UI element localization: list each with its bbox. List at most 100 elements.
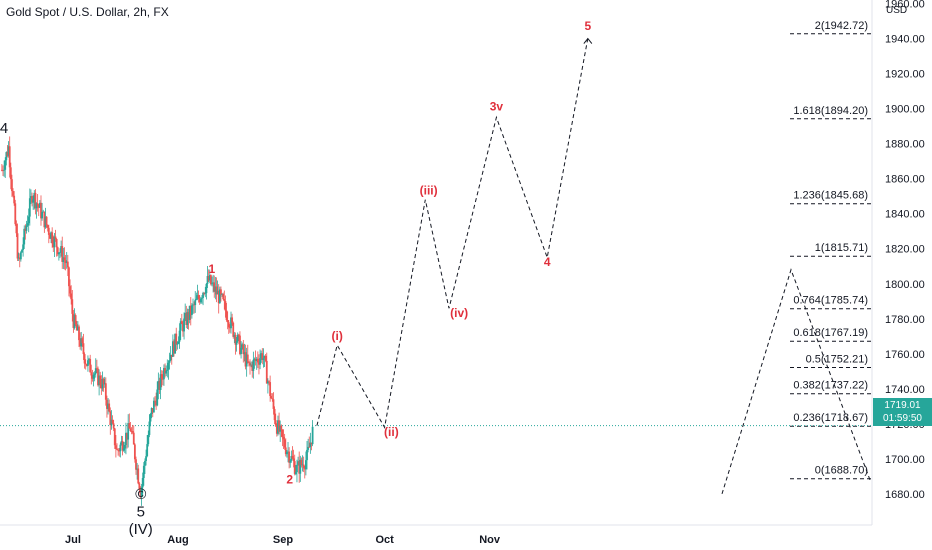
candle-body (182, 323, 184, 332)
candle-body (15, 224, 18, 234)
candle-body (237, 334, 240, 336)
candle-body (224, 301, 227, 311)
candle-body (32, 199, 35, 203)
candle-body (304, 460, 307, 470)
candle-body (176, 343, 179, 345)
candle-body (192, 304, 194, 306)
candle-body (116, 448, 118, 450)
fib-level-label: 0.236(1718.67) (793, 412, 868, 424)
wave-label: 4 (0, 120, 8, 137)
candle-body (186, 312, 189, 325)
candle-body (13, 195, 16, 204)
projection-arrowhead (583, 37, 593, 44)
candle-body (213, 282, 216, 292)
wave-label: (ii) (384, 425, 399, 439)
candle-body (138, 483, 141, 490)
candle-body (232, 322, 235, 337)
candle-body (225, 310, 228, 321)
candle-body (37, 205, 40, 208)
candle-body (230, 317, 232, 329)
candle-body (100, 384, 103, 389)
candle-body (239, 335, 241, 355)
candle-body (268, 381, 270, 383)
y-tick-label: 1860.00 (885, 174, 925, 186)
candle-body (196, 295, 199, 299)
candle-body (12, 191, 14, 196)
candle-body (108, 403, 111, 412)
candle-body (72, 313, 75, 328)
candle-body (24, 228, 27, 231)
candle-body (11, 179, 13, 192)
candle-body (97, 368, 99, 386)
y-tick-label: 1820.00 (885, 244, 925, 256)
candle-body (234, 334, 237, 345)
candle-body (6, 152, 9, 156)
candle-body (278, 420, 280, 432)
candle-body (57, 252, 60, 255)
candle-body (171, 341, 174, 357)
candle-body (265, 360, 268, 384)
candle-body (245, 354, 248, 367)
candle-body (195, 298, 198, 300)
candle-body (303, 468, 306, 470)
candle-body (155, 400, 158, 406)
candle-body (206, 276, 209, 284)
candle-body (112, 423, 115, 429)
side-projection-path (721, 268, 871, 495)
candle-body (25, 225, 28, 231)
candle-body (80, 338, 83, 347)
wave-label: 3v (490, 99, 504, 113)
candle-body (150, 408, 153, 414)
x-tick-label: Aug (167, 534, 188, 546)
y-tick-label: 1900.00 (885, 104, 925, 116)
fib-level-label: 0.382(1737.22) (793, 380, 868, 392)
wave-label: 1 (209, 262, 216, 276)
y-tick-label: 1960.00 (885, 0, 925, 11)
candle-body (46, 225, 49, 228)
candle-body (283, 439, 286, 448)
candle-body (297, 461, 299, 465)
symbol-title[interactable]: Gold Spot / U.S. Dollar, 2h, FX (6, 5, 169, 19)
y-tick-label: 1880.00 (885, 139, 925, 151)
y-tick-label: 1780.00 (885, 314, 925, 326)
candle-body (185, 312, 188, 325)
candle-body (151, 408, 154, 413)
candle-body (78, 326, 80, 341)
candle-body (260, 353, 263, 359)
candle-body (26, 223, 29, 226)
candle-body (56, 247, 59, 255)
candle-body (82, 343, 85, 355)
candle-body (290, 455, 293, 461)
candle-body (47, 227, 50, 235)
candle-body (157, 380, 160, 390)
candle-body (3, 169, 6, 171)
candle-body (119, 444, 122, 452)
candle-body (208, 275, 211, 281)
candle-body (43, 211, 46, 228)
candle-body (62, 257, 65, 262)
candle-body (201, 297, 203, 299)
candle-body (273, 408, 276, 421)
wave-label: © (135, 486, 146, 503)
candle-body (75, 324, 78, 331)
candle-body (215, 286, 218, 295)
candle-body (256, 358, 259, 363)
candle-body (264, 355, 267, 361)
candle-body (243, 352, 246, 355)
candle-body (277, 420, 279, 434)
candle-body (214, 286, 217, 292)
candle-body (81, 338, 84, 344)
fib-level-label: 1(1815.71) (815, 242, 868, 254)
candle-body (149, 413, 152, 422)
wave-label: 2 (286, 472, 293, 486)
wave-label: (IV) (129, 521, 153, 538)
candle-body (44, 216, 47, 228)
candle-body (233, 334, 236, 337)
candle-body (136, 468, 139, 470)
candle-body (282, 436, 285, 440)
candle-body (55, 239, 58, 248)
candle-body (88, 358, 90, 361)
candle-body (252, 359, 255, 371)
candle-body (71, 299, 74, 314)
